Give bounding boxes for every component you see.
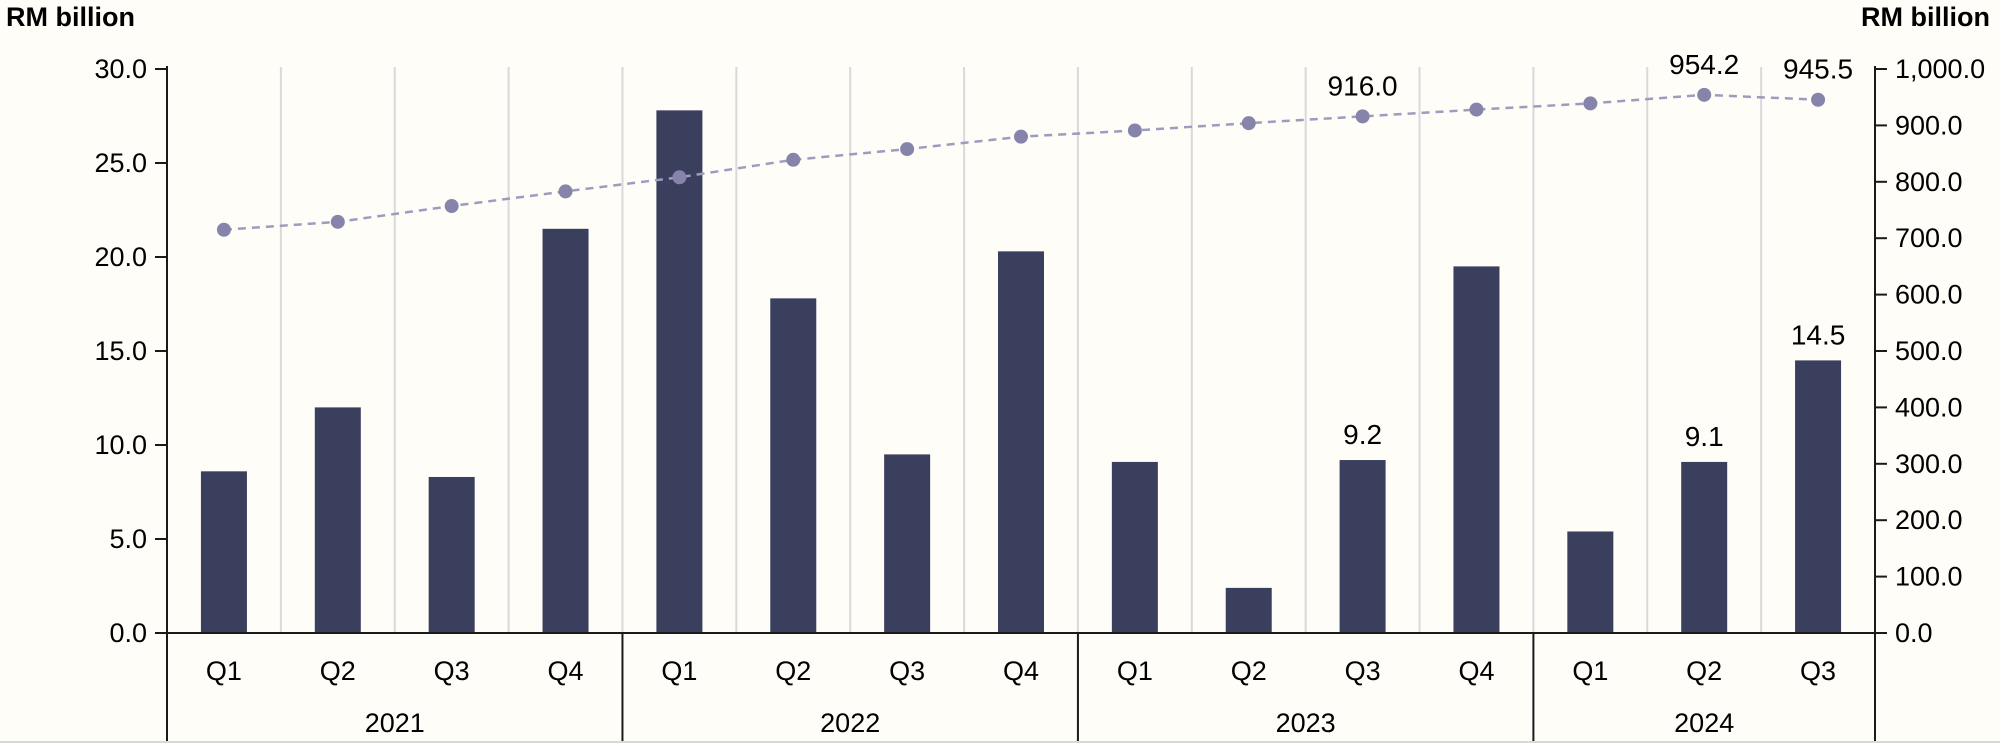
line-marker (1469, 102, 1484, 117)
bar-quarterly-value (542, 228, 589, 634)
right-axis-tick-label: 900.0 (1895, 110, 1963, 140)
year-label: 2023 (1276, 708, 1336, 738)
line-data-label: 954.2 (1669, 49, 1739, 80)
year-label: 2024 (1674, 708, 1734, 738)
right-axis-tick-label: 400.0 (1895, 392, 1963, 422)
line-marker (1127, 123, 1142, 138)
quarter-label: Q1 (1572, 656, 1608, 686)
left-axis-tick-label: 0.0 (109, 618, 147, 648)
line-marker (1355, 109, 1370, 124)
bar-data-label: 14.5 (1791, 319, 1846, 350)
line-marker (1583, 96, 1598, 111)
left-axis-tick-label: 10.0 (94, 430, 147, 460)
line-marker (672, 170, 687, 185)
line-marker (216, 222, 231, 237)
left-axis-tick-label: 15.0 (94, 336, 147, 366)
right-axis-tick-label: 200.0 (1895, 505, 1963, 535)
right-axis-tick-label: 0.0 (1895, 618, 1933, 648)
bar-quarterly-value (1225, 587, 1272, 633)
bar-quarterly-value (1681, 461, 1728, 633)
bar-quarterly-value (998, 251, 1044, 634)
quarter-label: Q2 (1231, 656, 1267, 686)
left-axis-tick-label: 20.0 (94, 242, 147, 272)
bar-quarterly-value (884, 454, 931, 633)
quarter-label: Q4 (548, 656, 584, 686)
bar-quarterly-value (1339, 460, 1386, 633)
quarter-label: Q4 (1003, 656, 1039, 686)
quarter-label: Q2 (320, 656, 356, 686)
quarter-label: Q1 (1117, 656, 1153, 686)
bar-quarterly-value (428, 476, 475, 633)
line-data-label: 916.0 (1328, 70, 1398, 101)
right-axis-tick-label: 100.0 (1895, 562, 1963, 592)
line-marker (900, 142, 915, 157)
line-marker (1697, 87, 1712, 102)
right-axis-tick-label: 500.0 (1895, 336, 1963, 366)
quarter-label: Q2 (1686, 656, 1722, 686)
line-series-outstanding (223, 93, 1819, 231)
bar-quarterly-value (1567, 531, 1614, 633)
line-data-label: 945.5 (1783, 54, 1853, 85)
year-label: 2021 (365, 708, 425, 738)
bar-data-label: 9.2 (1343, 419, 1382, 450)
right-axis-tick-label: 600.0 (1895, 280, 1963, 310)
line-marker (558, 184, 573, 199)
left-axis-tick-label: 25.0 (94, 148, 147, 178)
line-marker (1811, 92, 1826, 107)
bar-quarterly-value (770, 298, 817, 633)
line-marker (786, 152, 801, 167)
year-label: 2022 (820, 708, 880, 738)
right-axis-tick-label: 300.0 (1895, 449, 1963, 479)
right-axis-tick-label: 1,000.0 (1895, 54, 1985, 84)
quarter-label: Q2 (775, 656, 811, 686)
left-axis-title: RM billion (6, 2, 135, 32)
quarter-label: Q1 (206, 656, 242, 686)
line-marker (330, 214, 345, 229)
bar-quarterly-value (1795, 360, 1842, 633)
right-axis-tick-label: 700.0 (1895, 223, 1963, 253)
line-marker (444, 199, 459, 214)
bar-quarterly-value (314, 407, 361, 633)
quarter-label: Q3 (1800, 656, 1836, 686)
line-marker (1241, 116, 1256, 131)
left-axis-tick-label: 30.0 (94, 54, 147, 84)
quarter-label: Q3 (889, 656, 925, 686)
quarter-label: Q4 (1458, 656, 1494, 686)
line-marker (1014, 129, 1028, 144)
left-axis-tick-label: 5.0 (109, 524, 147, 554)
bar-quarterly-value (656, 110, 703, 634)
quarter-label: Q3 (434, 656, 470, 686)
bar-quarterly-value (200, 471, 247, 633)
bar-quarterly-value (1453, 266, 1500, 633)
quarter-label: Q1 (661, 656, 697, 686)
right-axis-title: RM billion (1861, 2, 1990, 32)
bar-quarterly-value (1111, 461, 1158, 633)
right-axis-tick-label: 800.0 (1895, 167, 1963, 197)
quarter-label: Q3 (1345, 656, 1381, 686)
bar-data-label: 9.1 (1685, 421, 1724, 452)
